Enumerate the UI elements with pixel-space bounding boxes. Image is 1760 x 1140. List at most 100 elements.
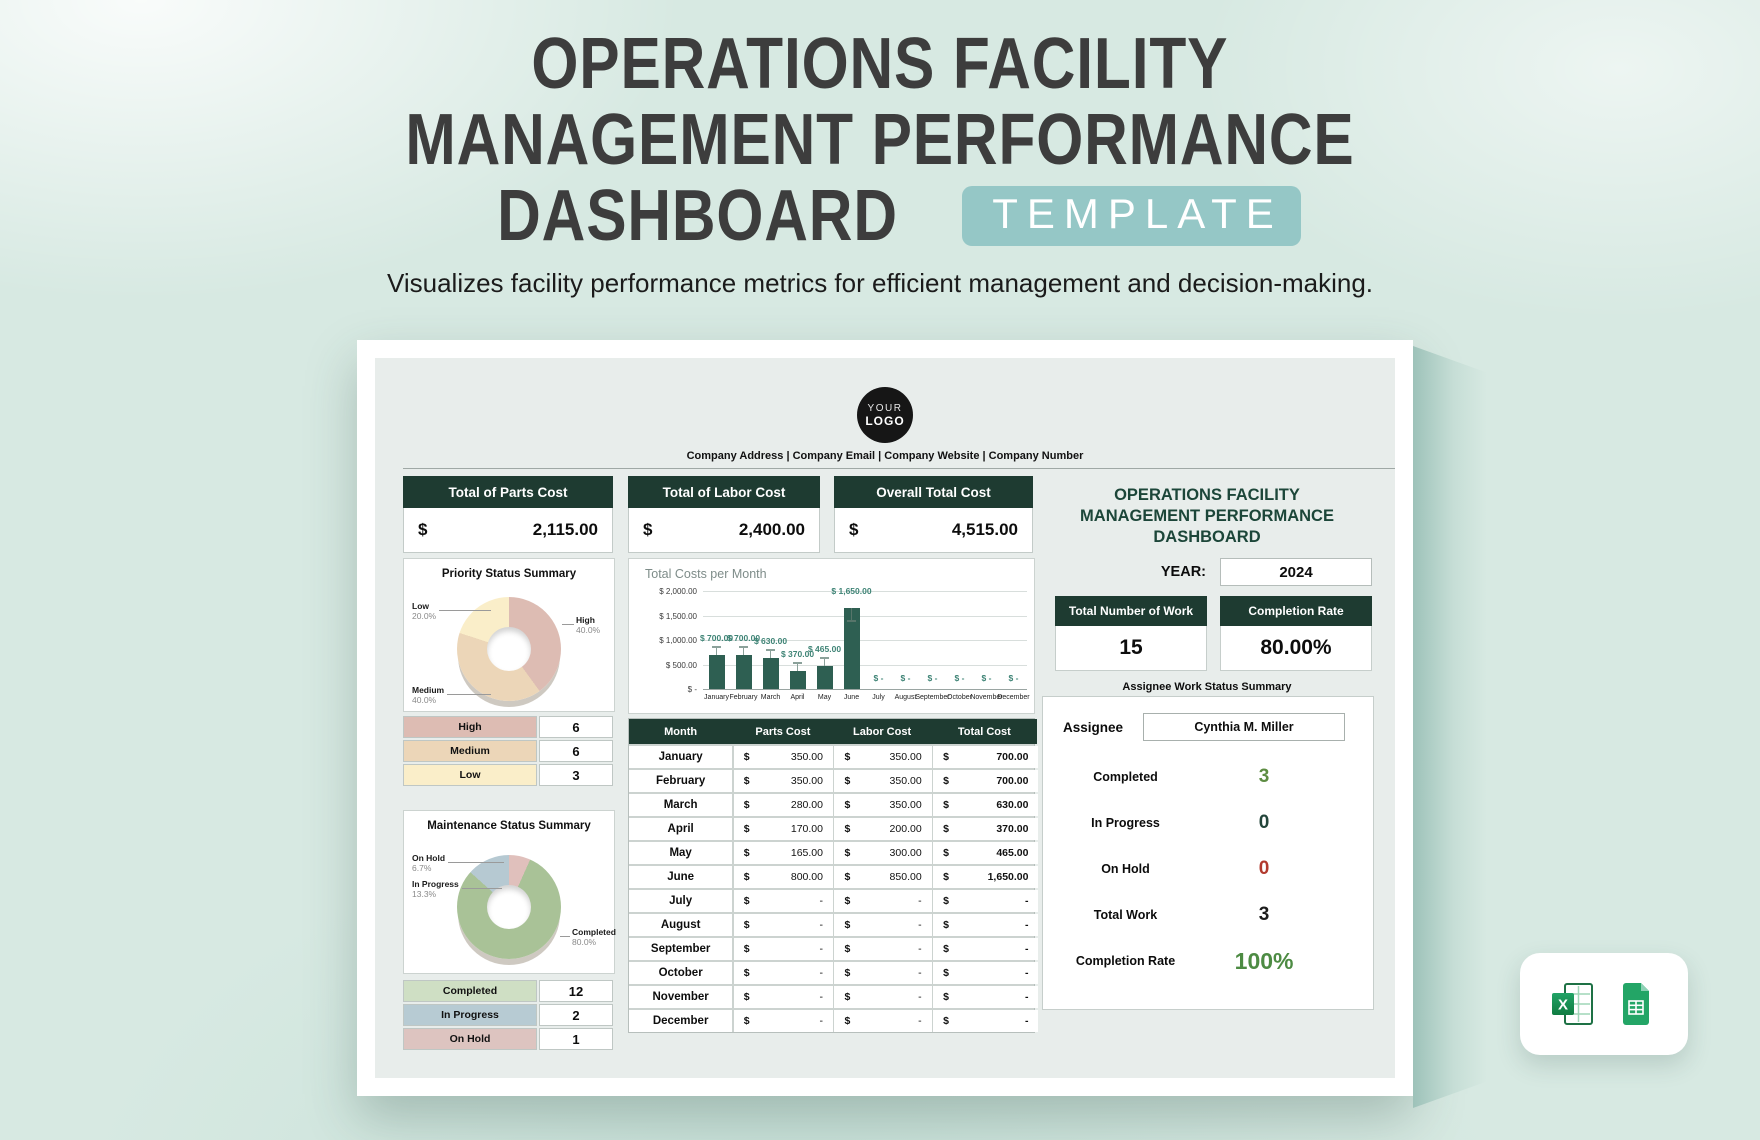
amount-value: 700.00 [996, 774, 1029, 787]
excel-icon[interactable]: X [1548, 980, 1596, 1028]
row-label: Completed [403, 980, 537, 1002]
cost-table-total-cell: $370.00 [933, 817, 1039, 840]
cost-table-header-row: Month Parts Cost Labor Cost Total Cost [629, 719, 1037, 744]
callout-leader-line [562, 624, 574, 625]
amount-value: - [918, 894, 922, 907]
right-title-line2: MANAGEMENT PERFORMANCE [1080, 507, 1334, 525]
page-title-line1: OPERATIONS FACILITY [0, 26, 1760, 102]
page-title-text2: MANAGEMENT PERFORMANCE [405, 100, 1355, 180]
currency-symbol: $ [943, 750, 950, 763]
x-axis-tick: April [790, 694, 805, 701]
callout-name: Medium [412, 685, 445, 695]
cost-table-labor-cell: $ - [834, 937, 932, 960]
row-label: In Progress [403, 1004, 537, 1026]
callout-leader-line [461, 888, 502, 889]
x-axis-tick: May [817, 694, 832, 701]
amount-value: 165.00 [790, 846, 823, 859]
amount-value: - [1024, 1014, 1029, 1027]
template-badge: TEMPLATE [962, 186, 1301, 246]
amount-value: - [819, 918, 823, 931]
row-value: 3 [539, 764, 613, 786]
amount-value: - [1024, 966, 1029, 979]
page-subtitle: Visualizes facility performance metrics … [386, 268, 1374, 298]
google-sheets-icon[interactable] [1612, 980, 1660, 1028]
cost-table-row: November $ - $ - $ - [629, 985, 1039, 1008]
donut-callout: High 40.0% [562, 615, 600, 635]
row-label: High [403, 716, 537, 738]
row-label: On Hold [403, 1028, 537, 1050]
stat-label: Completion Rate [1075, 954, 1176, 968]
cost-table-month-cell: June [629, 865, 733, 888]
assignee-input[interactable]: Cynthia M. Miller [1143, 713, 1345, 741]
amount-value: 700.00 [996, 750, 1029, 763]
cost-table-total-cell: $ - [933, 961, 1039, 984]
logo-text-bottom: LOGO [865, 413, 905, 428]
currency-symbol: $ [943, 798, 950, 811]
cost-table-total-cell: $1,650.00 [933, 865, 1039, 888]
right-title-line1: OPERATIONS FACILITY [1114, 486, 1300, 504]
cost-table-total-cell: $700.00 [933, 769, 1039, 792]
cost-table-row: August $ - $ - $ - [629, 913, 1039, 936]
amount-value: 1,650.00 [987, 870, 1029, 883]
bar-value-label: $ 630.00 [753, 636, 788, 646]
cost-table-row: December $ - $ - $ - [629, 1009, 1039, 1032]
currency-symbol: $ [943, 894, 950, 907]
svg-text:X: X [1558, 997, 1568, 1014]
currency-symbol: $ [743, 822, 750, 835]
assignee-stat-row: Completed 3 [1043, 759, 1373, 795]
kpi-card-parts-cost: Total of Parts Cost $2,115.00 [403, 476, 613, 553]
cost-table-labor-cell: $200.00 [834, 817, 932, 840]
cost-table-parts-cell: $ - [733, 913, 833, 936]
y-axis-tick: $ 1,000.00 [659, 636, 697, 645]
callout-percent: 40.0% [412, 695, 437, 705]
total-work-label: Total Number of Work [1055, 596, 1207, 626]
currency-symbol: $ [844, 750, 851, 763]
currency-symbol: $ [743, 798, 750, 811]
callout-leader-line [439, 610, 492, 611]
currency-symbol: $ [743, 870, 750, 883]
maintenance-donut-chart [457, 855, 561, 959]
bar-value-label: $ - [900, 673, 911, 683]
cost-table-parts-cell: $ - [733, 961, 833, 984]
row-value: 1 [539, 1028, 613, 1050]
hero-header: OPERATIONS FACILITY MANAGEMENT PERFORMAN… [0, 26, 1760, 299]
x-axis-tick: August [894, 694, 917, 701]
amount-value: - [1024, 990, 1029, 1003]
stat-label: Total Work [1093, 908, 1158, 922]
currency-symbol: $ [743, 846, 750, 859]
whisker [823, 657, 826, 666]
completion-rate-value: 80.00% [1220, 626, 1372, 671]
cost-table-month-cell: February [629, 769, 733, 792]
callout-percent: 13.3% [412, 889, 437, 899]
stat-value: 0 [1258, 858, 1270, 879]
amount-value: 200.00 [889, 822, 922, 835]
cost-table-row: April $170.00 $200.00 $370.00 [629, 817, 1039, 840]
currency-symbol: $ [943, 966, 950, 979]
y-axis-tick: $ 2,000.00 [659, 587, 697, 596]
currency-symbol: $ [943, 846, 950, 859]
cost-table-parts-cell: $165.00 [733, 841, 833, 864]
amount-value: 300.00 [889, 846, 922, 859]
page-title-line3: DASHBOARD TEMPLATE [0, 178, 1760, 254]
cost-table-parts-cell: $ - [733, 889, 833, 912]
currency-symbol: $ [943, 942, 950, 955]
kpi-card-labor-cost: Total of Labor Cost $2,400.00 [628, 476, 820, 553]
year-input[interactable]: 2024 [1220, 558, 1372, 586]
logo-text-top: YOUR [867, 402, 903, 414]
priority-panel-title: Priority Status Summary [441, 568, 577, 580]
cost-table-row: February $350.00 $350.00 $700.00 [629, 769, 1039, 792]
priority-donut-chart [457, 597, 561, 701]
kpi-parts-value: 2,115.00 [532, 520, 598, 539]
donut-callout: Completed 80.0% [560, 927, 616, 947]
callout-percent: 80.0% [572, 937, 597, 947]
currency-symbol: $ [743, 750, 750, 763]
amount-value: 350.00 [889, 750, 922, 763]
table-row: Medium 6 [403, 740, 613, 762]
amount-value: - [819, 1014, 823, 1027]
cost-table-parts-cell: $170.00 [733, 817, 833, 840]
cost-table-total-cell: $465.00 [933, 841, 1039, 864]
bar-value-label: $ 700.00 [699, 633, 734, 643]
bar-value-label: $ - [981, 673, 992, 683]
amount-value: - [819, 894, 823, 907]
currency-symbol: $ [844, 894, 851, 907]
